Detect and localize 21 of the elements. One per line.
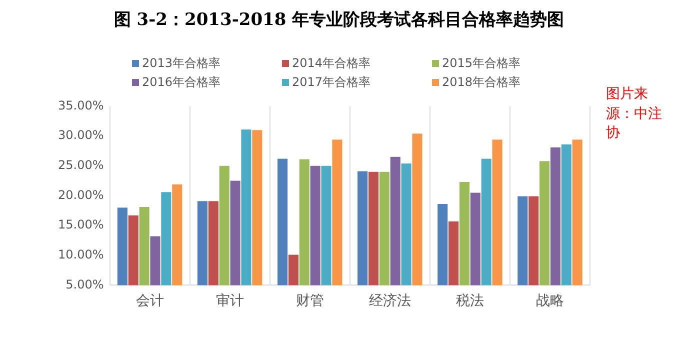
x-tick-label: 战略 bbox=[536, 293, 564, 310]
chart-title: 图 3-2：2013-2018 年专业阶段考试各科目合格率趋势图 bbox=[112, 9, 566, 31]
legend-label: 2015年合格率 bbox=[442, 55, 521, 72]
x-tick-label: 经济法 bbox=[368, 293, 411, 310]
legend-label: 2013年合格率 bbox=[142, 55, 221, 72]
x-tick-label: 税法 bbox=[456, 293, 484, 310]
y-tick-label: 5.00% bbox=[66, 277, 104, 292]
y-tick-label: 15.00% bbox=[58, 218, 104, 232]
x-tick-label: 财管 bbox=[296, 293, 324, 310]
legend-label: 2014年合格率 bbox=[292, 55, 371, 72]
y-tick-label: 10.00% bbox=[58, 247, 104, 262]
y-tick-label: 25.00% bbox=[58, 158, 104, 172]
y-tick-label: 30.00% bbox=[58, 128, 104, 142]
legend-label: 2017年合格率 bbox=[292, 74, 371, 91]
x-tick-label: 会计 bbox=[136, 293, 164, 310]
text: 图片来源：中注协 bbox=[606, 85, 663, 144]
x-tick-label: 审计 bbox=[216, 293, 244, 310]
legend-label: 2018年合格率 bbox=[442, 74, 521, 91]
legend-label: 2016年合格率 bbox=[142, 74, 221, 91]
y-tick-label: 35.00% bbox=[58, 98, 104, 112]
y-tick-label: 20.00% bbox=[58, 188, 104, 202]
